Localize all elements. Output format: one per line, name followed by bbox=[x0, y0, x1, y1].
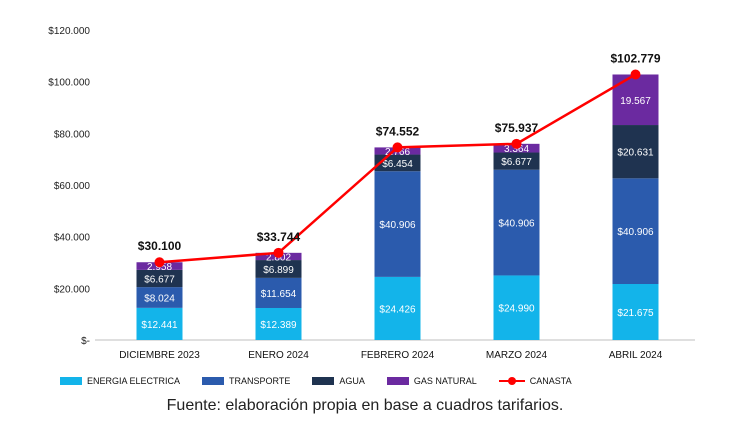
y-tick-label: $80.000 bbox=[54, 129, 91, 140]
bar-segment-label: $20.631 bbox=[617, 148, 654, 159]
bar-segment-label: $40.906 bbox=[617, 227, 654, 238]
x-category-label: ABRIL 2024 bbox=[609, 350, 663, 361]
legend-item-energia: ENERGIA ELECTRICA bbox=[60, 376, 180, 386]
bar-segment-agua bbox=[612, 125, 659, 179]
canasta-total-label: $74.552 bbox=[376, 124, 420, 138]
legend: ENERGIA ELECTRICA TRANSPORTE AGUA GAS NA… bbox=[60, 372, 700, 390]
canasta-point bbox=[511, 138, 522, 149]
bar-segment-label: $6.677 bbox=[144, 275, 175, 286]
x-category-label: DICIEMBRE 2023 bbox=[119, 350, 200, 361]
stacked-bar-chart: $- $20.000 $40.000 $60.000 $80.000 $100.000 $1… bbox=[48, 26, 695, 361]
canasta-total-label: $102.779 bbox=[610, 51, 660, 65]
bar-segment-label: $12.441 bbox=[141, 320, 178, 331]
bar-segment-label: $24.990 bbox=[498, 304, 535, 315]
canasta-point bbox=[154, 257, 165, 268]
bar-segment-transporte bbox=[255, 277, 302, 308]
canasta-point bbox=[630, 69, 641, 80]
legend-label-canasta: CANASTA bbox=[529, 376, 572, 386]
x-category-label: ENERO 2024 bbox=[248, 350, 309, 361]
legend-swatch-agua bbox=[312, 377, 335, 385]
legend-label-transporte: TRANSPORTE bbox=[229, 376, 291, 386]
y-tick-label: $60.000 bbox=[54, 181, 91, 192]
y-tick-label: $20.000 bbox=[54, 284, 91, 295]
bar-segment-energia-electrica bbox=[374, 276, 421, 340]
legend-swatch-energia bbox=[60, 377, 82, 385]
bar-segment-transporte bbox=[493, 169, 540, 276]
legend-label-energia: ENERGIA ELECTRICA bbox=[87, 376, 181, 386]
y-tick-label: $100.000 bbox=[48, 78, 90, 89]
legend-swatch-transporte bbox=[202, 377, 225, 385]
bar-segment-energia-electrica bbox=[612, 284, 659, 340]
x-category-label: FEBRERO 2024 bbox=[361, 350, 435, 361]
bar-segment-agua bbox=[493, 152, 540, 170]
canasta-point bbox=[392, 142, 403, 153]
canasta-total-label: $30.100 bbox=[138, 239, 182, 253]
legend-label-agua: AGUA bbox=[339, 376, 365, 386]
legend-swatch-gas bbox=[386, 377, 409, 385]
bar-segment-label: $6.454 bbox=[382, 159, 413, 170]
bar-segment-label: $12.389 bbox=[260, 320, 297, 331]
legend-item-agua: AGUA bbox=[312, 376, 365, 386]
bar-segment-label: 2.766 bbox=[385, 147, 410, 158]
y-tick-label: $120.000 bbox=[48, 26, 90, 37]
bar-segment-energia-electrica bbox=[136, 307, 183, 340]
source-note: Fuente: elaboración propia en base a cua… bbox=[166, 397, 564, 414]
bar-segment-label: $6.899 bbox=[263, 265, 294, 276]
bar-segment-transporte bbox=[612, 178, 659, 285]
bar-segment-label: $40.906 bbox=[498, 219, 535, 230]
bar-segment-agua bbox=[136, 269, 183, 288]
bar-segment-energia-electrica bbox=[255, 307, 302, 340]
canasta-total-label: $33.744 bbox=[257, 230, 301, 244]
legend-swatch-canasta bbox=[498, 376, 525, 386]
bar-segment-label: $6.677 bbox=[501, 157, 532, 168]
bar-segment-label: $40.906 bbox=[379, 220, 416, 231]
bar-segment-label: 2.802 bbox=[266, 252, 291, 263]
bar-segment-label: 2.958 bbox=[147, 262, 172, 273]
canasta-point bbox=[273, 247, 284, 258]
legend-label-gas: GAS NATURAL bbox=[413, 376, 477, 386]
legend-item-gas: GAS NATURAL bbox=[386, 376, 477, 386]
bar-segment-label: $24.426 bbox=[379, 304, 416, 315]
bar-segment-label: $21.675 bbox=[617, 308, 654, 319]
y-tick-label: $40.000 bbox=[54, 233, 91, 244]
legend-item-transporte: TRANSPORTE bbox=[202, 376, 290, 386]
canasta-total-label: $75.937 bbox=[495, 121, 539, 135]
bar-segment-transporte bbox=[374, 171, 421, 277]
y-tick-label: $- bbox=[81, 336, 90, 347]
legend-item-canasta: CANASTA bbox=[498, 376, 572, 386]
bar-segment-transporte bbox=[136, 287, 183, 308]
bar-segment-label: $11.654 bbox=[261, 289, 297, 300]
bar-segment-energia-electrica bbox=[493, 275, 540, 340]
x-category-label: MARZO 2024 bbox=[486, 350, 548, 361]
bar-segment-label: 19.567 bbox=[620, 96, 651, 107]
bar-segment-label: $8.024 bbox=[144, 293, 175, 304]
bar-segment-agua bbox=[255, 260, 302, 278]
bar-segment-label: 3.364 bbox=[504, 144, 529, 155]
